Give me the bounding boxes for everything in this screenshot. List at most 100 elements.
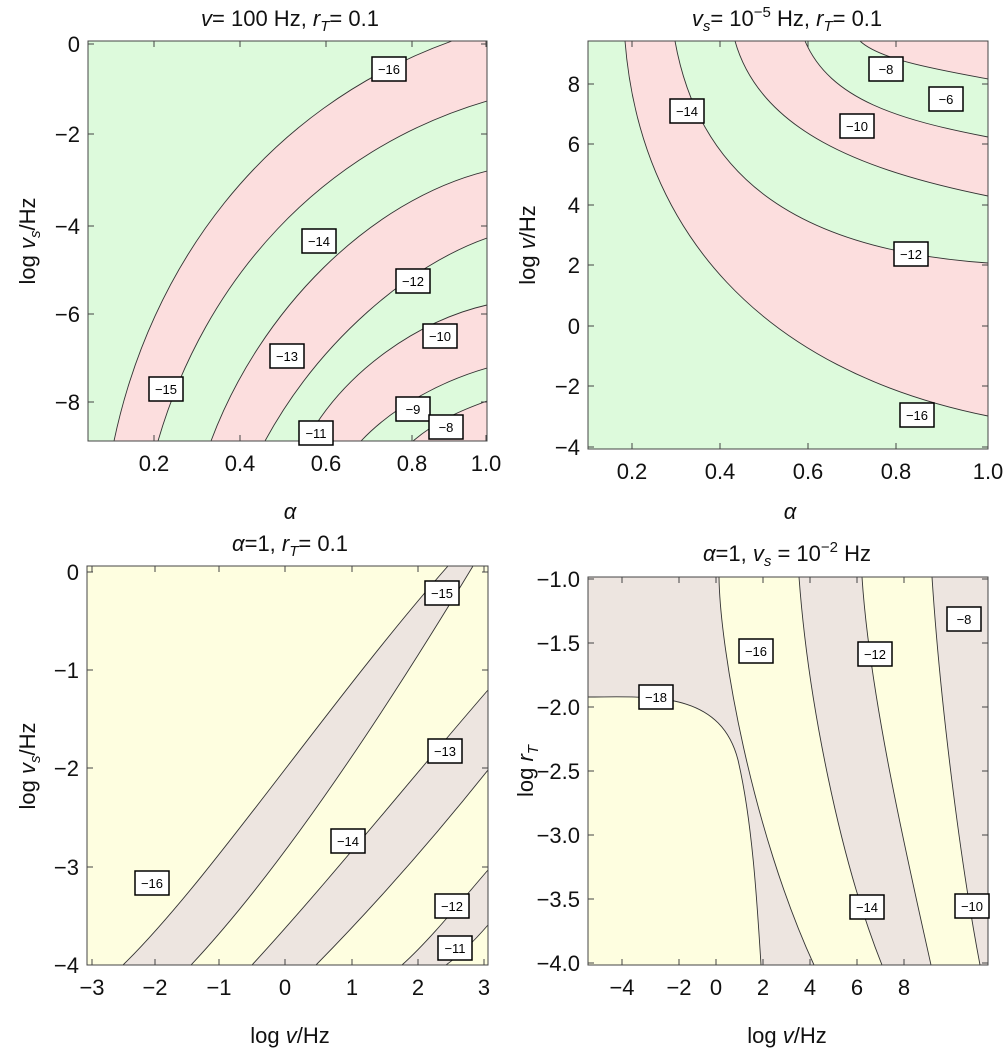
contour-label: −16 [899,402,935,428]
contour-label: −8 [946,606,982,632]
y-tick-label: −4 [55,214,80,239]
panel-title-part: = 0.1 [298,531,348,556]
x-axis-label-part: log [747,1023,782,1048]
y-tick-label: −8 [55,390,80,415]
contour-label: −12 [857,641,893,667]
x-tick-label: 0.4 [705,459,736,484]
contour-line [718,577,815,965]
y-tick-label: −3.0 [537,823,580,848]
y-tick-label: 4 [568,193,580,218]
panel-title: α=1, vs = 10−2 Hz [703,539,871,570]
y-axis-label-part: log [15,249,40,284]
x-tick-label: −1 [206,975,231,1000]
contour-band [799,577,931,965]
y-tick-label: −2.5 [537,759,580,784]
contour-label: −10 [422,323,458,349]
contour-label: −11 [437,935,473,961]
y-tick-label: −2 [55,122,80,147]
contour-label: −11 [298,420,334,446]
y-tick-label: −6 [55,302,80,327]
contour-label-box [839,113,875,139]
x-tick-label: 0.8 [881,459,912,484]
y-axis-label-part: log [15,774,40,809]
panel-title-part: T [823,18,834,35]
panel-4: −4 −2 0 2 4 6 8 −1.0 −1.5 −2.0 −2.5 −3.0 −3.5 −4.0 α=1… [513,539,990,1048]
y-axis-label-part: v [15,761,40,774]
contour-line [624,41,988,417]
contour-label-box [148,376,184,402]
contour-label: −12 [395,268,431,294]
x-tick-label: 0 [710,975,722,1000]
x-axis-label-part: log [250,1023,285,1048]
contour-label: −8 [428,414,464,440]
x-tick-label: 0.8 [397,451,428,476]
y-axis-label-part: s [27,755,44,763]
x-tick-label: 1 [346,975,358,1000]
y-tick-label: 2 [568,253,580,278]
contour-line [210,170,487,441]
y-axis-label-part: log [513,762,538,797]
panel-title-part: −2 [821,539,838,556]
contour-label-box [738,638,774,664]
x-axis-label: α [784,499,798,524]
contour-label-box [269,343,305,369]
contour-label-text: −13 [276,349,298,364]
contour-label-text: −18 [645,690,667,705]
y-axis-label: log vs/Hz [15,198,44,285]
contour-label-text: −10 [961,899,983,914]
contour-label-box [954,893,990,919]
panel-title-part: α [232,531,246,556]
contour-label-text: −12 [900,247,922,262]
y-tick-label: 0 [67,560,79,585]
x-tick-label: 0.4 [225,451,256,476]
contour-line [264,237,487,441]
panel-title-part: v [692,6,705,31]
contour-label-box [849,894,885,920]
contour-label: −15 [148,376,184,402]
contour-label-box [395,396,431,422]
panel-title-part: =1, [245,531,282,556]
y-axis-label: log rT [513,743,542,797]
contour-label-box [395,268,431,294]
x-axis-label: log v/Hz [250,1023,329,1048]
contour-label: −14 [849,894,885,920]
contour-label-text: −8 [957,612,972,627]
y-tick-label: 6 [568,132,580,157]
panel-title-part: α [703,541,717,566]
contour-label: −15 [424,580,460,606]
x-axis-label: α [284,499,298,524]
x-tick-label: −4 [609,975,634,1000]
contour-label-box [857,641,893,667]
panel-title-part: r [282,531,291,556]
y-tick-label: −4 [54,953,79,978]
contour-label-box [434,893,470,919]
x-tick-label: 3 [478,975,490,1000]
x-tick-label: −2 [142,975,167,1000]
panel-title-part: = 0.1 [833,6,883,31]
panel-title-part: s [703,18,711,35]
contour-line [734,41,988,197]
contour-label-text: −16 [378,62,400,77]
x-tick-label: 0.2 [139,451,170,476]
x-tick-label: 0.6 [311,451,342,476]
plot-area [588,577,988,965]
contour-line [315,769,488,965]
x-tick-label: 0.2 [617,459,648,484]
contour-label-box [428,414,464,440]
x-tick-label: 2 [757,975,769,1000]
contour-label-box [424,580,460,606]
contour-label-text: −11 [444,941,465,956]
contour-line [861,577,932,965]
x-tick-label: 1.0 [973,459,1004,484]
contour-label: −18 [638,684,674,710]
x-tick-label: 0.6 [793,459,824,484]
y-tick-label: −3.5 [537,887,580,912]
contour-label-box [301,228,337,254]
contour-label-text: −12 [441,899,463,914]
contour-line [931,577,981,965]
contour-label-text: −12 [402,274,424,289]
contour-label: −14 [301,228,337,254]
y-tick-label: −4.0 [537,951,580,976]
